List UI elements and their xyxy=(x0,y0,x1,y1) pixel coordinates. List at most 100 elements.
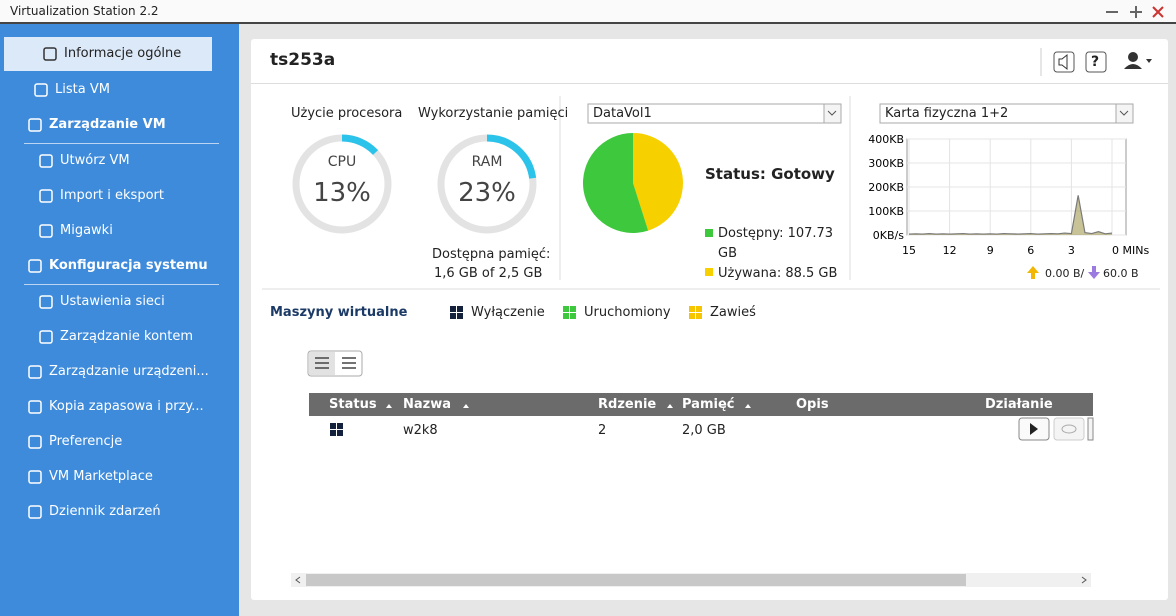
y-tick-label: 100KB xyxy=(868,205,904,218)
pie-slice xyxy=(633,133,683,231)
dropdown-value[interactable]: DataVol1 xyxy=(593,106,652,121)
pie-slice xyxy=(583,133,649,233)
separator xyxy=(24,143,219,144)
dropdown-chevron xyxy=(1119,110,1129,116)
status-icon xyxy=(450,313,456,319)
status-icon xyxy=(696,313,702,319)
x-tick-label: 0 MINs xyxy=(1112,244,1149,257)
status-icon xyxy=(563,306,569,312)
column-header[interactable]: Rdzenie xyxy=(598,397,657,412)
table-header xyxy=(309,393,1093,416)
sidebar-item[interactable]: Informacje ogólne xyxy=(64,46,182,61)
sidebar-item[interactable]: Zarządzanie VM xyxy=(49,117,166,132)
sidebar-item[interactable]: Lista VM xyxy=(55,82,110,97)
sidebar-icon xyxy=(39,330,53,344)
x-tick-label: 15 xyxy=(902,244,916,257)
sort-arrow xyxy=(667,404,673,408)
selected-item-bg xyxy=(4,37,212,71)
sidebar-item[interactable]: VM Marketplace xyxy=(49,469,153,484)
status-icon xyxy=(450,306,456,312)
download-icon xyxy=(1088,266,1100,279)
memory-available-label: Dostępna pamięć: xyxy=(432,247,551,262)
scrollbar-thumb xyxy=(306,574,966,586)
sidebar-item[interactable]: Zarządzanie urządzeni... xyxy=(49,364,209,379)
header-tools[interactable] xyxy=(1040,46,1160,78)
sidebar-icon xyxy=(28,505,42,519)
y-tick-label: 200KB xyxy=(868,181,904,194)
sidebar-icon xyxy=(39,295,53,309)
separator xyxy=(24,284,219,285)
y-tick-label: 300KB xyxy=(868,157,904,170)
column-header[interactable]: Status xyxy=(329,397,377,412)
dropdown-chevron xyxy=(827,110,837,116)
help-icon[interactable]: ? xyxy=(1091,54,1100,70)
status-icon xyxy=(330,430,336,436)
sidebar-item[interactable]: Konfiguracja systemu xyxy=(49,258,208,273)
status-icon xyxy=(330,423,336,429)
column-header[interactable]: Nazwa xyxy=(403,397,452,412)
sidebar-icon xyxy=(39,154,53,168)
sort-arrow xyxy=(386,404,392,408)
scroll-left xyxy=(295,576,301,584)
vm-legend: Uruchomiony xyxy=(584,305,671,320)
sidebar-icon xyxy=(39,189,53,203)
window-title: Virtualization Station 2.2 xyxy=(10,4,159,18)
y-tick-label: 400KB xyxy=(868,133,904,146)
status-icon xyxy=(337,423,343,429)
table-cell: 2,0 GB xyxy=(682,423,726,438)
sidebar-item[interactable]: Dziennik zdarzeń xyxy=(49,504,161,519)
status-icon xyxy=(689,306,695,312)
sidebar-item[interactable]: Ustawienia sieci xyxy=(60,294,165,309)
sidebar-item[interactable]: Kopia zapasowa i przy... xyxy=(49,399,204,414)
status-icon xyxy=(570,313,576,319)
table-cell: 2 xyxy=(598,423,607,438)
window-controls[interactable] xyxy=(1100,4,1176,20)
sidebar-item[interactable]: Import i eksport xyxy=(60,188,164,203)
status-icon xyxy=(689,313,695,319)
gauge-label: Wykorzystanie pamięci xyxy=(418,106,569,121)
sidebar-item[interactable]: Utwórz VM xyxy=(60,153,130,168)
legend-swatch xyxy=(705,229,713,237)
sidebar-icon xyxy=(39,224,53,238)
sidebar-item[interactable]: Zarządzanie kontem xyxy=(60,329,194,344)
status-icon xyxy=(457,313,463,319)
column-header[interactable]: Działanie xyxy=(985,397,1053,412)
column-header[interactable]: Opis xyxy=(796,397,829,412)
page-title: ts253a xyxy=(270,50,336,70)
sidebar-item[interactable]: Preferencje xyxy=(49,434,123,449)
upload-rate: 0.00 B/ xyxy=(1045,267,1085,280)
vm-legend: Zawieś xyxy=(710,305,756,320)
vms-title: Maszyny wirtualne xyxy=(270,305,408,320)
gauge-label: Użycie procesora xyxy=(291,106,403,121)
status-icon xyxy=(696,306,702,312)
storage-status: Status: Gotowy xyxy=(705,165,835,183)
view-button xyxy=(1053,417,1085,441)
gauge-name: RAM xyxy=(472,154,503,170)
more-button xyxy=(1087,417,1094,441)
sidebar-icon xyxy=(43,47,57,61)
title-bar xyxy=(0,0,1176,24)
gauge-arc xyxy=(341,134,379,156)
column-header[interactable]: Pamięć xyxy=(682,397,735,412)
status-icon xyxy=(337,430,343,436)
sidebar-icon xyxy=(34,83,48,97)
status-icon xyxy=(570,306,576,312)
x-tick-label: 12 xyxy=(943,244,957,257)
y-tick-label: 0KB/s xyxy=(873,229,904,242)
vm-legend: Wyłączenie xyxy=(471,305,545,320)
gauge-value: 23% xyxy=(458,178,516,208)
dropdown-button xyxy=(1115,103,1134,124)
sidebar-icon xyxy=(28,365,42,379)
sort-arrow xyxy=(463,404,469,408)
status-icon xyxy=(457,306,463,312)
gauge-value: 13% xyxy=(313,178,371,208)
gauge-arc xyxy=(486,134,537,179)
eye-icon xyxy=(1061,424,1077,434)
header-divider xyxy=(251,83,1168,84)
dropdown-value[interactable]: Karta fizyczna 1+2 xyxy=(885,106,1009,121)
download-rate: 60.0 B xyxy=(1103,267,1139,280)
sidebar-item[interactable]: Migawki xyxy=(60,223,113,238)
x-tick-label: 9 xyxy=(987,244,994,257)
